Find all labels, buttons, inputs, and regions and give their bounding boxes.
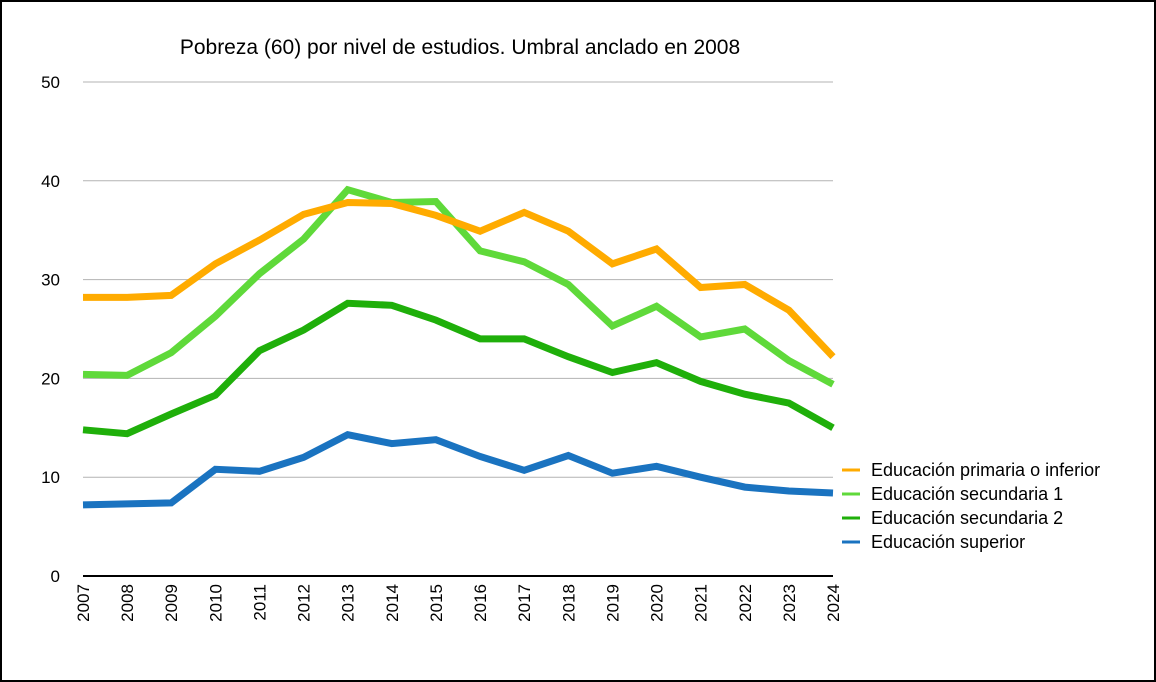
x-tick-label: 2011 [250,584,269,621]
y-tick-label: 20 [41,369,60,388]
x-axis-ticks: 2007 2008 2009 2010 2011 2012 2013 2014 2015 2016… [74,584,843,622]
series-lines [82,185,836,509]
y-tick-label: 0 [51,567,60,586]
x-tick-label: 2016 [471,584,490,622]
x-tick-label: 2021 [692,584,711,622]
x-tick-label: 2013 [339,584,358,622]
x-tick-label: 2008 [118,584,137,622]
y-tick-label: 40 [41,172,60,191]
x-tick-label: 2018 [559,584,578,622]
x-tick-label: 2023 [780,584,799,622]
series-line-3 [82,299,835,438]
x-tick-label: 2022 [736,584,755,622]
x-tick-label: 2010 [206,584,225,622]
x-tick-label: 2014 [383,584,402,622]
legend-label: Educación secundaria 1 [871,484,1063,504]
y-axis-ticks: 0 10 20 30 40 50 [41,73,60,586]
legend: Educación primaria o inferior Educación s… [842,460,1100,552]
x-tick-label: 2019 [603,584,622,622]
series-line-1 [83,198,836,360]
legend-label: Educación superior [871,532,1025,552]
chart-title: Pobreza (60) por nivel de estudios. Umbr… [180,36,740,59]
series-line-4 [82,431,834,509]
y-tick-label: 30 [41,271,60,290]
legend-label: Educación primaria o inferior [871,460,1100,480]
x-tick-label: 2015 [427,584,446,622]
x-tick-label: 2012 [295,584,314,622]
x-tick-label: 2007 [74,584,93,622]
y-tick-label: 10 [41,468,60,487]
legend-label: Educación secundaria 2 [871,508,1063,528]
x-tick-label: 2009 [162,584,181,622]
x-tick-label: 2017 [515,584,534,622]
x-tick-label: 2020 [648,584,667,622]
y-tick-label: 50 [41,73,60,92]
x-tick-label: 2024 [824,584,843,622]
